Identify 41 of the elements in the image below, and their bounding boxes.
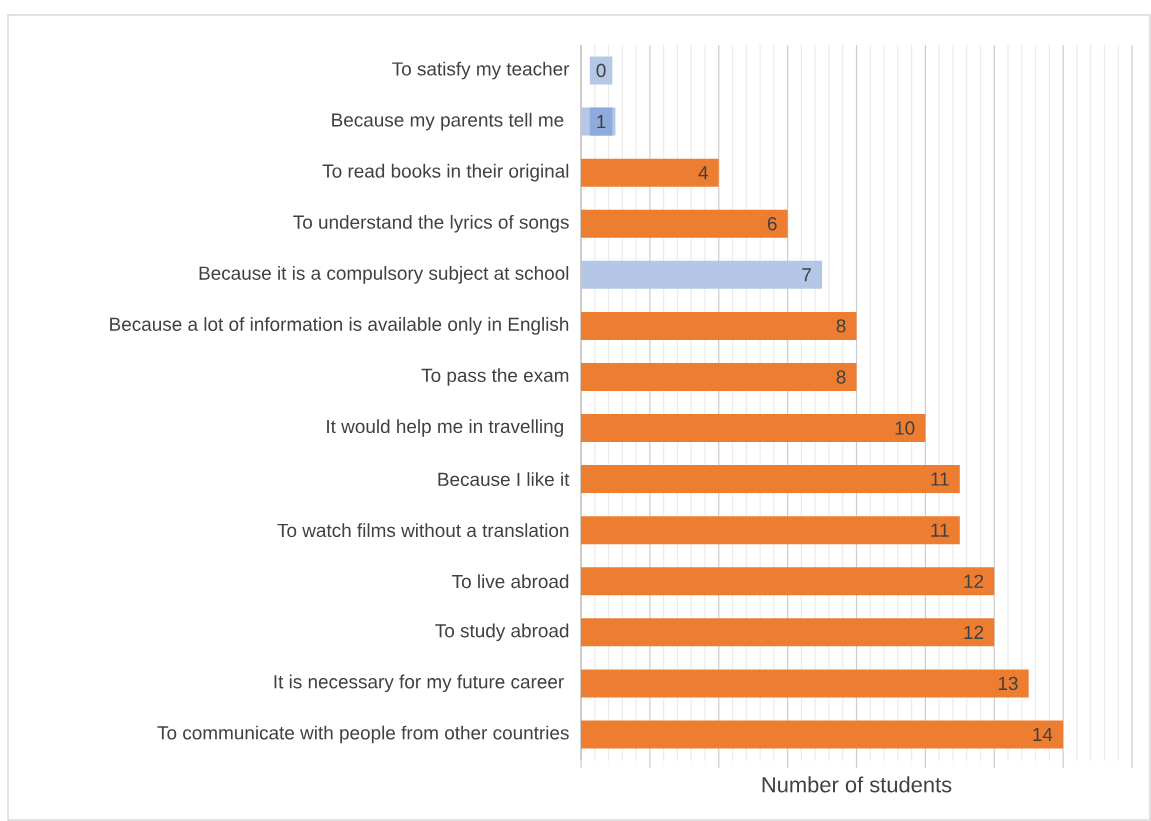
y-tick-label: Because I like it [438, 472, 570, 487]
x-axis-title: Number of students [762, 776, 952, 793]
data-label: 11 [931, 523, 949, 537]
y-tick-label: It would help me in travelling [327, 419, 563, 437]
y-tick-label: To pass the exam [421, 368, 569, 386]
y-tick-label: To communicate with people from other countries [157, 725, 569, 744]
data-label: 14 [1033, 727, 1053, 741]
bar [581, 465, 960, 494]
y-tick-label: Because it is a compulsory subject at school [199, 265, 569, 284]
data-label: 13 [998, 676, 1018, 691]
bar [581, 618, 995, 647]
y-tick-label: To satisfy my teacher [392, 61, 570, 80]
bar [581, 669, 1029, 698]
data-label: 6 [767, 217, 777, 231]
data-label: 11 [931, 472, 949, 486]
y-tick-label: To study abroad [435, 623, 569, 642]
data-label: 10 [895, 421, 915, 435]
data-label: 8 [836, 319, 846, 333]
y-tick-label: Because my parents tell me [332, 112, 564, 131]
y-tick-label: To live abroad [452, 574, 569, 589]
bar [581, 260, 823, 289]
bar [581, 362, 857, 391]
data-label: 12 [964, 625, 984, 639]
bar [581, 158, 719, 187]
data-label: 0 [596, 63, 606, 78]
y-tick-label: To read books in their original [322, 163, 569, 182]
y-tick-label: To watch films without a translation [277, 523, 569, 538]
bar [581, 516, 960, 545]
data-label: 12 [964, 574, 984, 588]
bar [581, 209, 788, 238]
data-label: 4 [698, 166, 708, 180]
bar [581, 720, 1064, 749]
data-label: 7 [802, 268, 811, 282]
y-tick-label: To understand the lyrics of songs [293, 214, 569, 233]
bar [581, 567, 995, 596]
bar [581, 311, 857, 340]
data-label: 8 [836, 370, 846, 384]
y-tick-label: Because a lot of information is available only in English [110, 317, 569, 335]
data-label: 1 [597, 115, 606, 129]
bar [581, 414, 926, 443]
y-tick-label: It is necessary for my future career [274, 674, 564, 693]
